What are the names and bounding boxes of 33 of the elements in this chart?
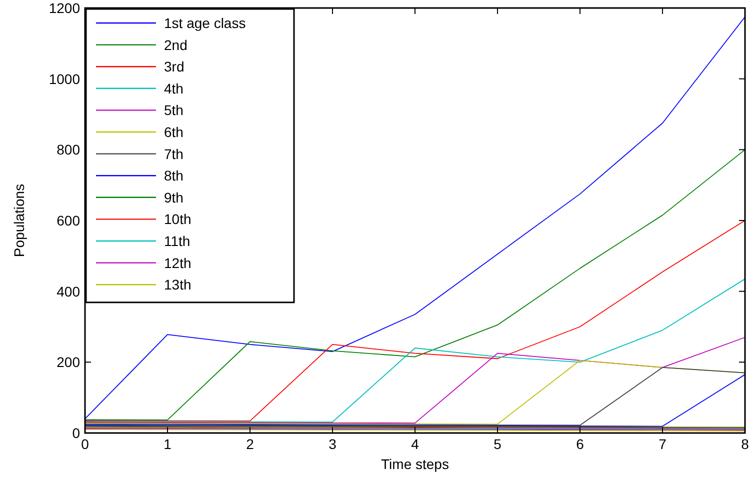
line-series: [84, 278, 746, 422]
y-axis-title: Populations: [11, 184, 27, 258]
legend-label: 8th: [164, 168, 184, 184]
legend-label: 13th: [164, 276, 192, 293]
x-tick-label: 3: [328, 436, 337, 452]
y-tick-label: 600: [56, 212, 80, 228]
line-series: [84, 149, 746, 420]
y-tick-label: 800: [56, 142, 80, 158]
x-tick-label: 1: [164, 436, 172, 452]
x-tick-label: 6: [576, 436, 584, 452]
y-tick-label: 0: [72, 425, 80, 441]
x-tick-label: 5: [494, 436, 502, 452]
y-tick-label: 200: [56, 354, 80, 370]
y-tick-label: 1200: [48, 0, 80, 16]
legend-label: 11th: [164, 233, 190, 249]
x-tick-label: 2: [246, 436, 254, 452]
legend-label: 2nd: [164, 36, 188, 53]
legend-label: 4th: [164, 80, 184, 96]
legend-label: 5th: [164, 102, 184, 118]
legend-label: 6th: [164, 124, 184, 140]
y-tick-label: 1000: [48, 70, 80, 87]
x-tick-label: 7: [658, 436, 667, 452]
legend-label: 10th: [164, 211, 192, 228]
x-tick-label: 4: [411, 436, 420, 452]
line-series: [84, 16, 746, 420]
y-tick-label: 400: [56, 283, 80, 300]
legend-label: 7th: [164, 146, 184, 162]
legend-label: 12th: [164, 254, 192, 271]
legend-label: 3rd: [164, 58, 184, 75]
legend-label: 1st age class: [164, 15, 246, 31]
x-axis-title: Time steps: [381, 456, 449, 472]
legend-label: 9th: [164, 189, 184, 206]
x-tick-label: 8: [741, 436, 750, 452]
